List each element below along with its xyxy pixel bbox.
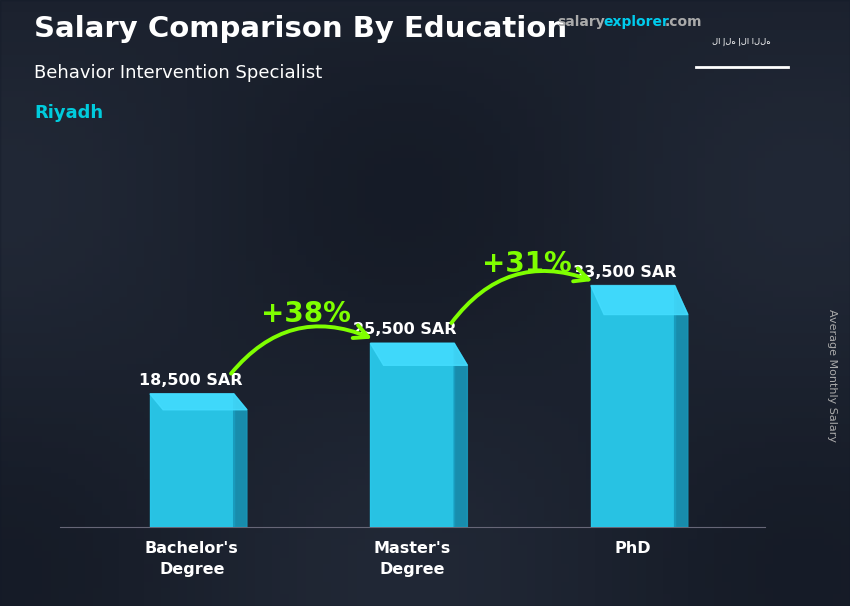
Text: Salary Comparison By Education: Salary Comparison By Education: [34, 15, 567, 43]
Polygon shape: [454, 343, 468, 527]
Polygon shape: [675, 285, 688, 527]
Polygon shape: [371, 343, 468, 365]
Bar: [150, 394, 234, 527]
Text: 33,500 SAR: 33,500 SAR: [573, 265, 677, 280]
Bar: [591, 285, 675, 527]
Text: لا إله إلا الله: لا إله إلا الله: [712, 37, 771, 46]
Polygon shape: [150, 394, 246, 410]
Polygon shape: [591, 285, 688, 315]
Text: explorer: explorer: [604, 15, 670, 29]
Bar: [371, 343, 454, 527]
Text: +31%: +31%: [482, 250, 572, 278]
Polygon shape: [234, 394, 246, 527]
Text: .com: .com: [665, 15, 702, 29]
Text: 18,500 SAR: 18,500 SAR: [139, 373, 242, 388]
Text: Average Monthly Salary: Average Monthly Salary: [827, 309, 837, 442]
Text: Behavior Intervention Specialist: Behavior Intervention Specialist: [34, 64, 322, 82]
Text: 25,500 SAR: 25,500 SAR: [353, 322, 456, 338]
Text: Riyadh: Riyadh: [34, 104, 103, 122]
Text: salary: salary: [557, 15, 604, 29]
Text: +38%: +38%: [262, 301, 351, 328]
